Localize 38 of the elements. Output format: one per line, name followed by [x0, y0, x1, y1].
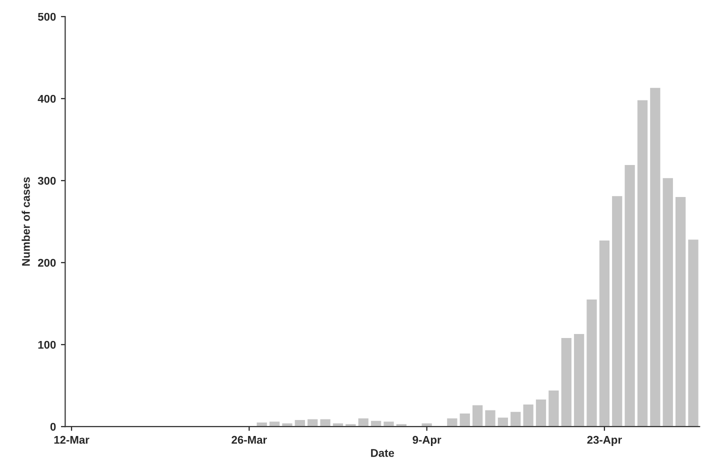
bar — [485, 410, 496, 427]
x-tick-label: 23-Apr — [587, 436, 622, 446]
y-tick-label: 500 — [38, 12, 56, 21]
y-tick-label: 0 — [50, 422, 56, 431]
bar — [308, 419, 318, 427]
bar — [574, 334, 584, 427]
bar — [650, 88, 660, 427]
bar — [599, 240, 610, 427]
y-tick-label: 400 — [38, 94, 56, 103]
bar — [688, 240, 698, 427]
x-tick-label: 9-Apr — [412, 436, 442, 446]
y-axis-title: Number of cases — [22, 177, 30, 266]
bar — [536, 400, 546, 427]
bar — [586, 299, 597, 427]
bar — [447, 418, 458, 427]
bar — [384, 422, 394, 427]
bar — [358, 418, 368, 427]
bar — [561, 338, 572, 427]
y-tick-label: 300 — [38, 176, 56, 185]
bar — [320, 419, 330, 427]
bar — [612, 196, 622, 427]
bar — [523, 404, 534, 427]
bar — [498, 418, 508, 427]
bar — [269, 422, 280, 427]
bar — [510, 412, 521, 427]
bar — [624, 165, 635, 427]
bar — [548, 390, 559, 427]
x-tick-label: 26-Mar — [232, 436, 267, 444]
bar — [675, 196, 686, 427]
bar — [662, 178, 673, 427]
bar — [294, 420, 305, 427]
bar — [460, 413, 470, 427]
y-tick-label: 200 — [38, 258, 56, 267]
x-tick-label: 12-Mar — [54, 436, 90, 444]
x-axis-title: Date — [371, 449, 394, 457]
y-tick-label: 100 — [38, 340, 56, 349]
bar — [472, 405, 483, 427]
bar — [637, 100, 648, 427]
